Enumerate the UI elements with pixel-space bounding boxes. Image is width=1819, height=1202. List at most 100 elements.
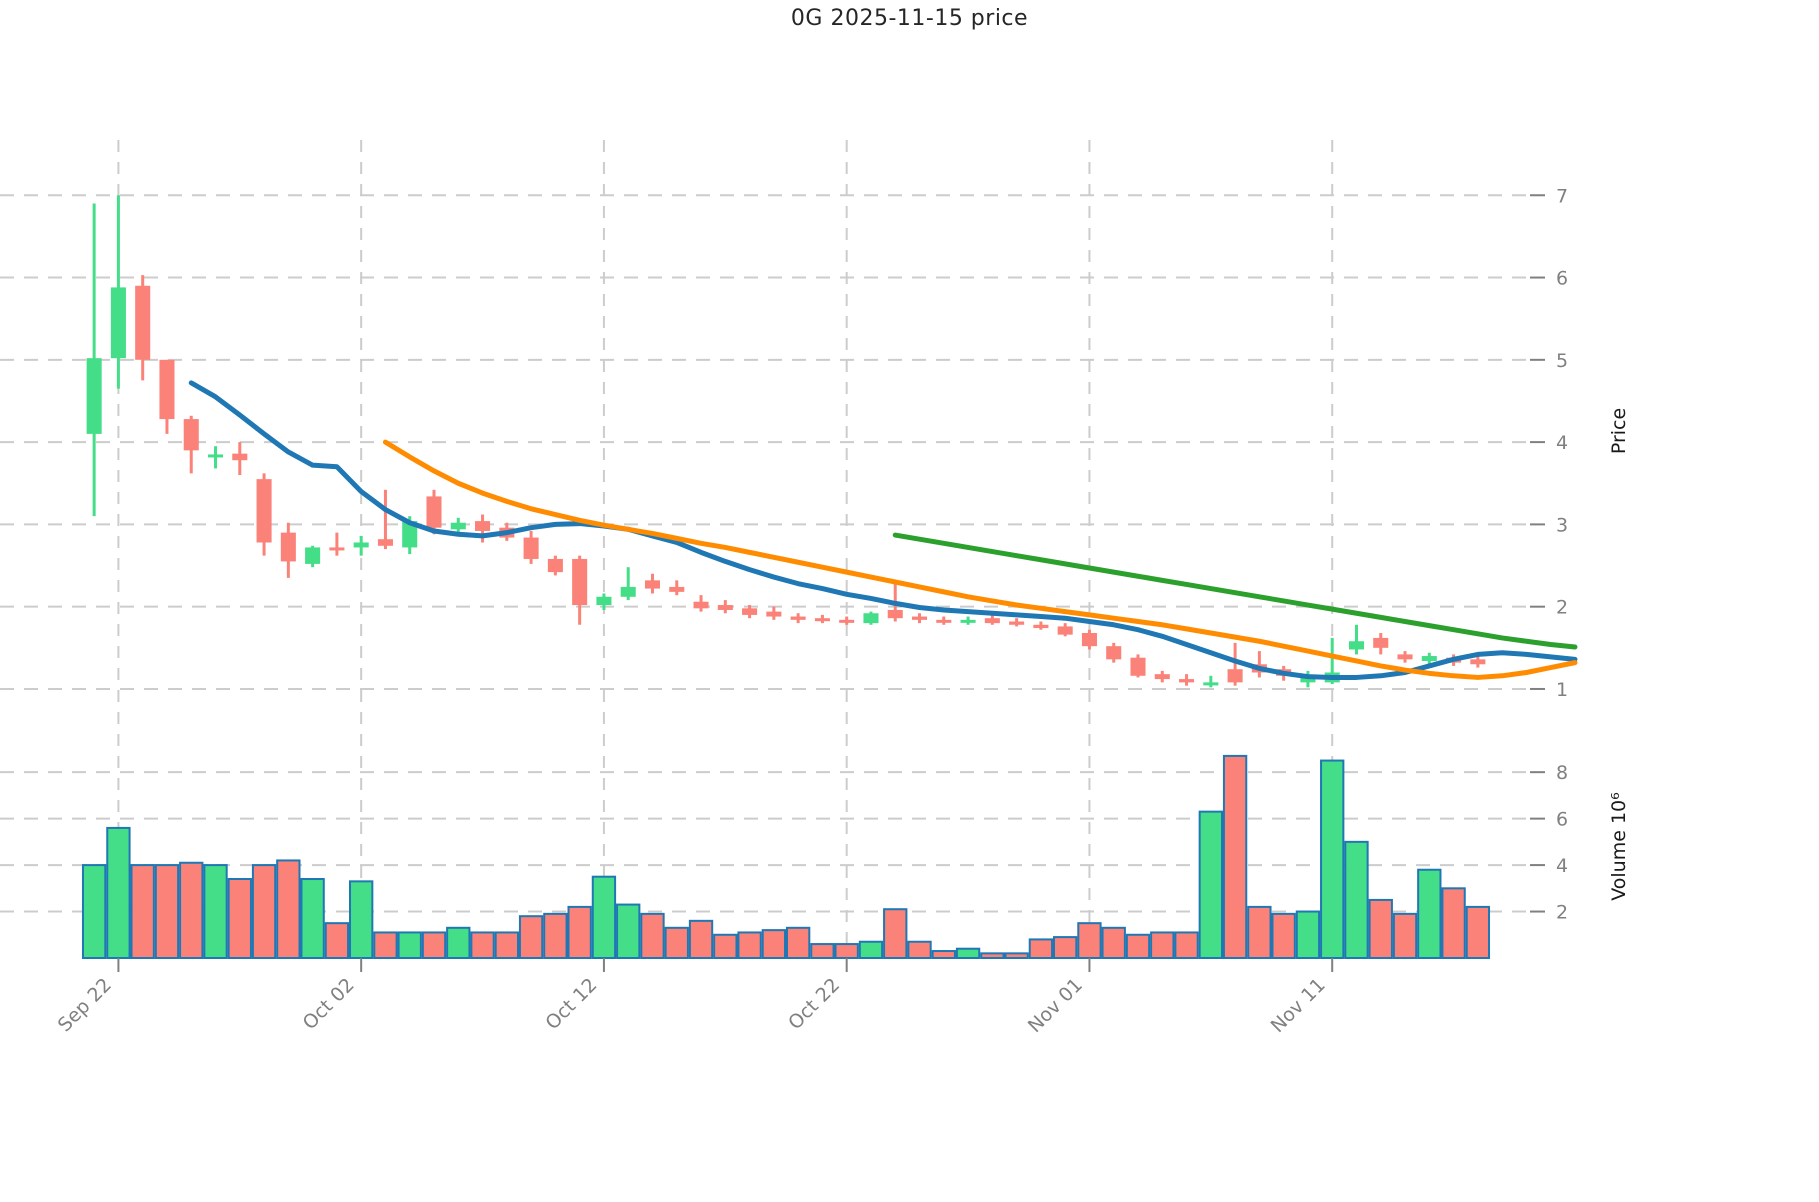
volume-bar [1392,912,1418,959]
candle-body [766,611,782,617]
volume-bar [251,864,277,959]
moving-average-line [892,532,1578,650]
volume-bar [1344,840,1369,960]
volume-bar [1174,931,1199,960]
date-tick-label: Oct 02 [299,974,359,1034]
candle-body [353,542,369,548]
candle-body [183,419,199,451]
candle-body [86,358,102,434]
candle-body [1397,654,1413,660]
volume-bar [640,912,665,959]
moving-average-line [188,380,1578,680]
candle-body [742,608,758,615]
volume-tick-label: 4 [1556,855,1568,877]
volume-bar [737,931,762,960]
volume-bar [421,931,447,960]
grid-layer [0,140,1530,958]
candle-body [572,558,588,606]
candle-body [620,586,636,597]
volume-bar [688,919,714,959]
candle-body [936,619,952,623]
volume-bar [446,926,471,959]
candle-body [305,547,321,564]
volume-bar [1465,905,1491,959]
chart-title: 0G 2025-11-15 price [790,6,1029,31]
price-tick-label: 1 [1556,679,1568,701]
candle-body [1470,659,1486,665]
candle-body [329,547,345,551]
candle-body [1203,682,1219,686]
price-tick-label: 2 [1556,597,1568,619]
volume-bar [1004,952,1029,960]
volume-bar [1295,910,1321,960]
candle-body [232,453,248,461]
volume-bar [1247,905,1272,959]
candle-body [1373,637,1389,648]
candle-body [547,558,563,573]
volume-bar [834,943,859,959]
candle-body [450,522,466,530]
candle-body [475,521,491,531]
volume-tick-label: 8 [1556,762,1568,784]
candle-body [644,580,661,589]
volume-bar [980,952,1005,960]
candle-body [984,618,1000,624]
volume-bar [1368,898,1393,959]
price-tick-label: 3 [1556,514,1568,536]
candle-body [377,539,393,546]
candle-body [1130,657,1146,676]
date-tick-label: Sep 22 [54,974,116,1036]
volume-bar [81,864,107,959]
candle-body [669,586,685,592]
candle-body [790,616,806,620]
candle-body [911,616,928,620]
candle-body [402,521,418,548]
volume-bar [154,864,180,959]
candle-body [110,287,126,359]
candle-body [1154,674,1170,680]
volume-bar [1320,759,1345,959]
candle-body [887,609,903,619]
price-tick-label: 6 [1556,268,1568,290]
volume-bar [349,880,374,959]
volume-bar [616,903,641,960]
price-tick-label: 7 [1556,185,1568,207]
candle-body [1421,656,1437,661]
volume-bar [1150,931,1175,960]
volume-bar [300,878,325,959]
volume-bar [203,864,228,959]
price-tick-label: 5 [1556,350,1568,372]
volume-bar [810,943,835,959]
candle-body [1348,641,1365,650]
candle-body [1009,621,1025,625]
volume-bar [276,859,301,959]
candle-body [693,601,709,609]
volume-bar [1125,933,1151,959]
volume-tick-label: 6 [1556,809,1568,831]
candle-body [426,496,442,528]
volume-bar [591,875,617,960]
volume-bar [761,929,787,959]
volume-bar [324,922,350,959]
volume-bar [397,931,422,960]
candle-body [207,454,224,458]
candle-body [1033,624,1049,629]
candle-body [960,619,976,623]
volume-bar [1077,922,1102,959]
volume-bar [373,931,398,960]
volume-bar [543,912,568,959]
volume-bar [470,931,495,960]
volume-bar [518,915,544,959]
volume-bar [713,933,738,959]
volume-bar [931,950,956,959]
volume-bar [1053,936,1078,959]
candle-body [717,605,733,610]
volume-bar [1101,926,1126,959]
price-tick-label: 4 [1556,432,1568,454]
candle-body [863,613,879,624]
volume-bar [664,926,689,959]
volume-bar [1441,887,1466,959]
candle-body [839,619,855,623]
